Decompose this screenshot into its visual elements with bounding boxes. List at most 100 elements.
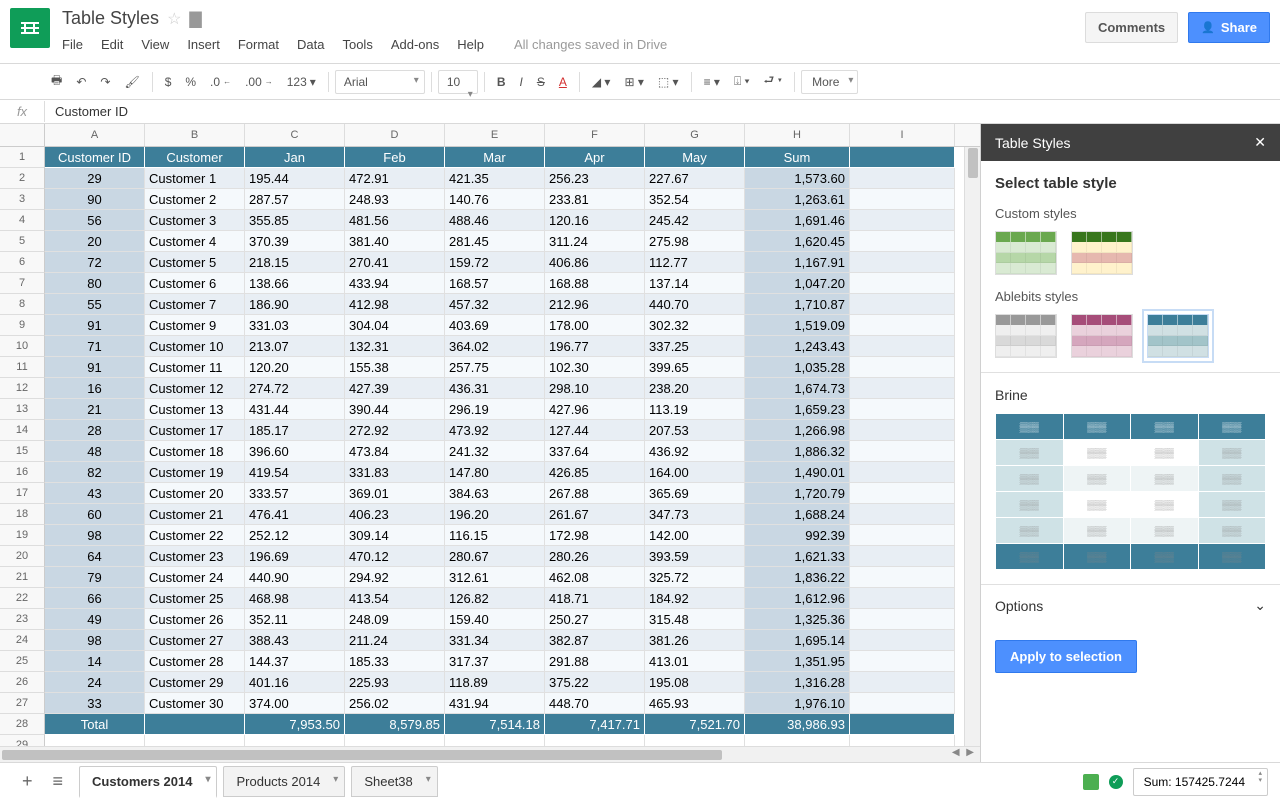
cell[interactable]: 147.80 (445, 462, 545, 483)
scrollbar-vertical[interactable] (964, 146, 980, 762)
cell[interactable]: 390.44 (345, 399, 445, 420)
row-header[interactable]: 24 (0, 630, 45, 651)
cell[interactable]: 248.09 (345, 609, 445, 630)
cell[interactable]: Customer 23 (145, 546, 245, 567)
cell[interactable]: 7,953.50 (245, 714, 345, 735)
cell[interactable]: 43 (45, 483, 145, 504)
cell[interactable]: 364.02 (445, 336, 545, 357)
cell[interactable]: 267.88 (545, 483, 645, 504)
cell[interactable]: 1,976.10 (745, 693, 850, 714)
cell[interactable]: 140.76 (445, 189, 545, 210)
cell[interactable]: 1,263.61 (745, 189, 850, 210)
cell[interactable] (850, 399, 955, 420)
row-header[interactable]: 14 (0, 420, 45, 441)
cell[interactable]: 481.56 (345, 210, 445, 231)
cell[interactable]: Customer 7 (145, 294, 245, 315)
cell[interactable] (45, 735, 145, 746)
cell[interactable]: Mar (445, 147, 545, 168)
cell[interactable]: 311.24 (545, 231, 645, 252)
cell[interactable] (850, 609, 955, 630)
scrollbar-horizontal[interactable] (0, 746, 980, 762)
cell[interactable]: 257.75 (445, 357, 545, 378)
cell[interactable]: Customer 30 (145, 693, 245, 714)
cell[interactable]: 275.98 (645, 231, 745, 252)
cell[interactable]: 256.02 (345, 693, 445, 714)
cell[interactable]: 381.26 (645, 630, 745, 651)
row-header[interactable]: 8 (0, 294, 45, 315)
cell[interactable]: 1,167.91 (745, 252, 850, 273)
cell[interactable]: 98 (45, 630, 145, 651)
cell[interactable]: 7,514.18 (445, 714, 545, 735)
cell[interactable]: Customer 10 (145, 336, 245, 357)
cell[interactable]: 90 (45, 189, 145, 210)
cell[interactable]: Customer 1 (145, 168, 245, 189)
cell[interactable]: 431.94 (445, 693, 545, 714)
cell[interactable]: 126.82 (445, 588, 545, 609)
cell[interactable]: 7,417.71 (545, 714, 645, 735)
row-header[interactable]: 11 (0, 357, 45, 378)
cell[interactable]: 225.93 (345, 672, 445, 693)
cell[interactable]: 309.14 (345, 525, 445, 546)
cell[interactable]: 291.88 (545, 651, 645, 672)
cell[interactable]: Customer 21 (145, 504, 245, 525)
cell[interactable]: 374.00 (245, 693, 345, 714)
cell[interactable]: 1,266.98 (745, 420, 850, 441)
menu-tools[interactable]: Tools (342, 37, 372, 52)
cell[interactable]: 72 (45, 252, 145, 273)
cell[interactable]: 168.57 (445, 273, 545, 294)
cell[interactable] (850, 336, 955, 357)
cell[interactable]: Apr (545, 147, 645, 168)
menu-file[interactable]: File (62, 37, 83, 52)
cell[interactable]: Customer 9 (145, 315, 245, 336)
cell[interactable]: 1,886.32 (745, 441, 850, 462)
redo-icon[interactable]: ↷ (94, 71, 116, 93)
cell[interactable]: 1,695.14 (745, 630, 850, 651)
cell[interactable]: 21 (45, 399, 145, 420)
row-header[interactable]: 3 (0, 189, 45, 210)
cell[interactable]: 1,047.20 (745, 273, 850, 294)
sheet-tab[interactable]: Products 2014 (223, 766, 345, 797)
cell[interactable]: Jan (245, 147, 345, 168)
row-header[interactable]: 13 (0, 399, 45, 420)
cell[interactable]: 1,519.09 (745, 315, 850, 336)
font-select[interactable]: Arial (335, 70, 425, 94)
fill-color-icon[interactable]: ◢ ▾ (586, 71, 617, 93)
cell[interactable]: 488.46 (445, 210, 545, 231)
cell[interactable]: Customer 28 (145, 651, 245, 672)
format-percent[interactable]: % (179, 71, 202, 93)
cell[interactable]: 472.91 (345, 168, 445, 189)
cell[interactable]: 7,521.70 (645, 714, 745, 735)
cell[interactable]: 261.67 (545, 504, 645, 525)
cell[interactable]: 296.19 (445, 399, 545, 420)
cell[interactable]: 218.15 (245, 252, 345, 273)
cell[interactable] (850, 735, 955, 746)
row-header[interactable]: 27 (0, 693, 45, 714)
style-thumb[interactable] (1071, 314, 1133, 358)
cell[interactable]: Customer 3 (145, 210, 245, 231)
cell[interactable]: 118.89 (445, 672, 545, 693)
text-color-button[interactable]: A (553, 71, 573, 93)
cell[interactable]: 468.98 (245, 588, 345, 609)
col-header-I[interactable]: I (850, 124, 955, 146)
cell[interactable]: 381.40 (345, 231, 445, 252)
row-header[interactable]: 28 (0, 714, 45, 735)
cell[interactable]: 195.08 (645, 672, 745, 693)
format-currency[interactable]: $ (159, 71, 178, 93)
italic-button[interactable]: I (513, 71, 528, 93)
bold-button[interactable]: B (491, 71, 512, 93)
cell[interactable]: 24 (45, 672, 145, 693)
cell[interactable]: Customer 13 (145, 399, 245, 420)
cell[interactable]: 382.87 (545, 630, 645, 651)
cell[interactable]: 1,836.22 (745, 567, 850, 588)
cell[interactable]: 185.17 (245, 420, 345, 441)
cell[interactable]: 1,620.45 (745, 231, 850, 252)
cell[interactable]: 238.20 (645, 378, 745, 399)
col-header-B[interactable]: B (145, 124, 245, 146)
cell[interactable]: 38,986.93 (745, 714, 850, 735)
cell[interactable]: 1,351.95 (745, 651, 850, 672)
cell[interactable] (850, 693, 955, 714)
cell[interactable] (850, 210, 955, 231)
cell[interactable]: 159.72 (445, 252, 545, 273)
cell[interactable]: 457.32 (445, 294, 545, 315)
cell[interactable]: 60 (45, 504, 145, 525)
